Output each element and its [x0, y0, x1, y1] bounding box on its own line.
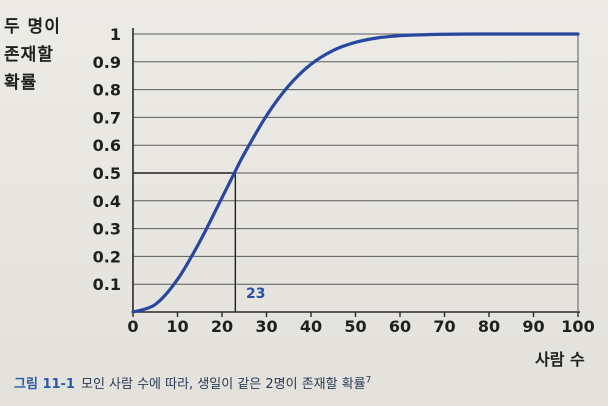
y-tick-label: 0.4: [93, 192, 121, 211]
y-axis-label-line: 두 명이: [4, 17, 61, 37]
x-tick-label: 70: [433, 317, 455, 336]
x-tick-label: 0: [127, 317, 138, 336]
x-tick-label: 30: [255, 317, 277, 336]
y-tick-label: 0.5: [93, 164, 121, 183]
x-tick-label: 60: [389, 317, 411, 336]
x-tick-label: 50: [344, 317, 366, 336]
y-axis-label-line: 확률: [4, 73, 38, 93]
y-tick-label: 0.3: [93, 220, 121, 239]
x-tick-label: 20: [211, 317, 233, 336]
caption-text: 모인 사람 수에 따라, 생일이 같은 2명이 존재할 확률: [80, 377, 366, 392]
annotation-label: 23: [246, 286, 266, 302]
y-tick-label: 0.6: [93, 136, 121, 155]
y-tick-label: 1: [110, 25, 121, 44]
figure-caption: 그림 11-1 모인 사람 수에 따라, 생일이 같은 2명이 존재할 확률7: [14, 373, 371, 392]
y-tick-label: 0.7: [93, 108, 121, 127]
footnote-marker: 7: [365, 375, 372, 386]
x-tick-label: 100: [561, 317, 594, 336]
figure-number: 그림 11-1: [14, 377, 75, 392]
x-tick-label: 90: [522, 317, 544, 336]
y-tick-label: 0.9: [93, 53, 121, 72]
x-axis-label: 사람 수: [535, 350, 585, 369]
x-tick-label: 10: [166, 317, 188, 336]
y-axis-label-line: 존재할: [4, 45, 54, 65]
series-line: [131, 32, 580, 314]
y-tick-label: 0.1: [93, 275, 121, 294]
x-tick-label: 80: [478, 317, 500, 336]
y-tick-label: 0.2: [93, 247, 121, 266]
x-tick-label: 40: [300, 317, 322, 336]
y-tick-label: 0.8: [93, 81, 121, 100]
